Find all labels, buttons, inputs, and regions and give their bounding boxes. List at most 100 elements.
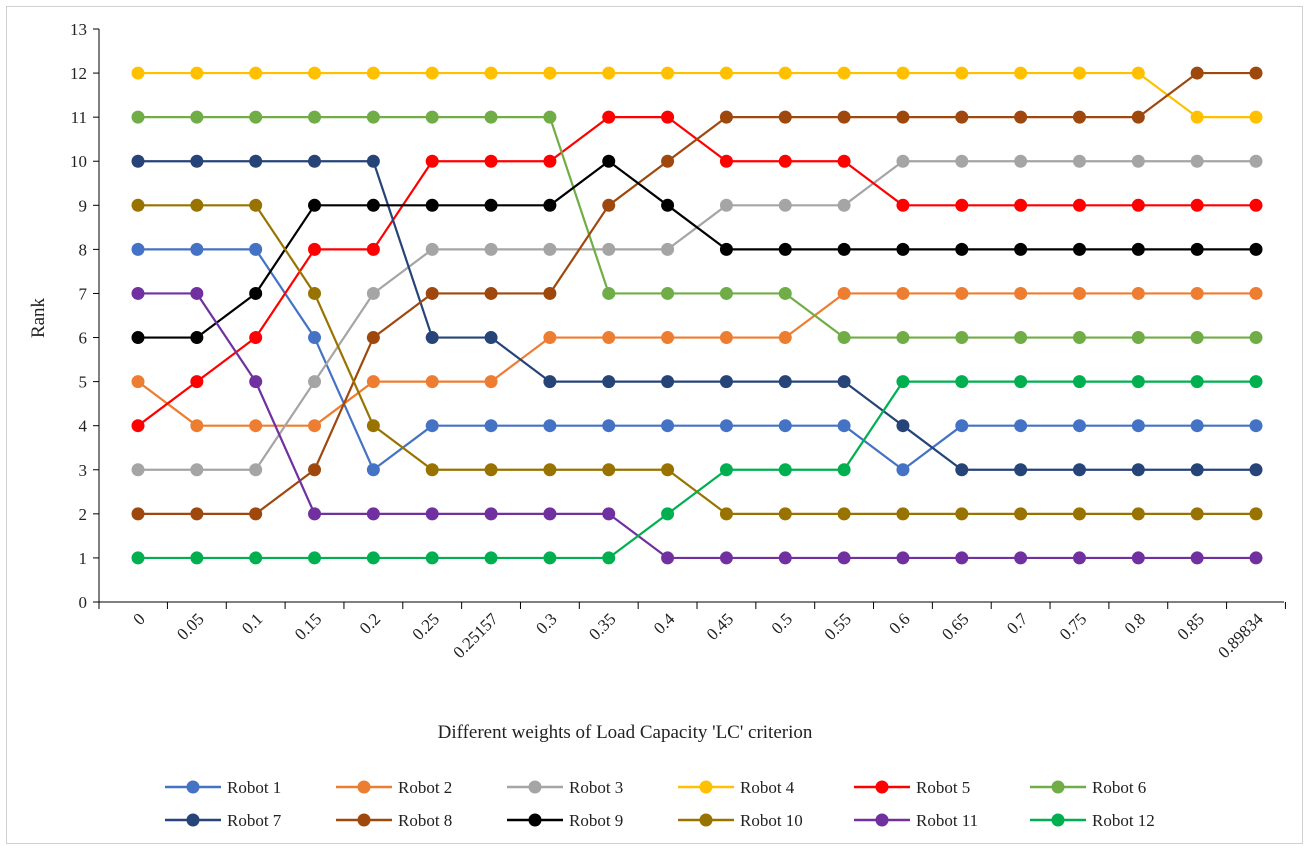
- data-point-robot-11: [190, 286, 204, 300]
- data-point-robot-4: [543, 66, 557, 80]
- data-point-robot-2: [661, 331, 675, 345]
- y-tick-label: 10: [70, 152, 87, 171]
- data-point-robot-5: [1190, 198, 1204, 212]
- legend-entry-robot-11: Robot 11: [854, 811, 978, 830]
- data-point-robot-9: [366, 198, 380, 212]
- data-point-robot-9: [249, 286, 263, 300]
- data-point-robot-6: [1072, 331, 1086, 345]
- series-line-robot-9: [138, 160, 1256, 339]
- legend-marker: [1051, 813, 1065, 827]
- data-point-robot-8: [955, 110, 969, 124]
- data-point-robot-9: [719, 242, 733, 256]
- data-point-robot-6: [1190, 331, 1204, 345]
- data-point-robot-11: [1131, 551, 1145, 565]
- data-point-robot-9: [837, 242, 851, 256]
- data-point-robot-11: [955, 551, 969, 565]
- data-point-robot-1: [896, 463, 910, 477]
- y-tick-label: 9: [79, 196, 88, 215]
- legend-entry-robot-5: Robot 5: [854, 778, 970, 797]
- x-tick-label: 0.55: [820, 609, 854, 643]
- data-point-robot-1: [1131, 419, 1145, 433]
- data-point-robot-5: [1072, 198, 1086, 212]
- y-tick-label: 3: [79, 461, 88, 480]
- data-point-robot-1: [778, 419, 792, 433]
- data-point-robot-11: [1249, 551, 1263, 565]
- data-point-robot-12: [896, 375, 910, 389]
- data-point-robot-6: [955, 331, 969, 345]
- legend-label: Robot 12: [1092, 811, 1155, 830]
- data-point-robot-12: [190, 551, 204, 565]
- data-point-robot-3: [896, 154, 910, 168]
- data-point-robot-2: [896, 286, 910, 300]
- data-point-robot-6: [308, 110, 322, 124]
- data-point-robot-11: [425, 507, 439, 521]
- data-point-robot-2: [190, 419, 204, 433]
- data-point-robot-12: [1190, 375, 1204, 389]
- x-tick-label: 0.35: [585, 609, 619, 643]
- series-line-robot-3: [138, 160, 1256, 471]
- data-point-robot-4: [1190, 110, 1204, 124]
- data-point-robot-8: [484, 286, 498, 300]
- legend-label: Robot 6: [1092, 778, 1146, 797]
- data-point-robot-5: [778, 154, 792, 168]
- data-point-robot-3: [249, 463, 263, 477]
- x-tick-label: 0.45: [703, 609, 737, 643]
- legend: Robot 1 Robot 2 Robot 3 Robot 4 Robot 5 Robot…: [165, 778, 1155, 830]
- data-point-robot-7: [366, 154, 380, 168]
- data-point-robot-7: [1131, 463, 1145, 477]
- data-point-robot-10: [131, 198, 145, 212]
- data-point-robot-9: [1014, 242, 1028, 256]
- data-point-robot-7: [1190, 463, 1204, 477]
- data-point-robot-5: [425, 154, 439, 168]
- data-point-robot-9: [955, 242, 969, 256]
- data-point-robot-2: [719, 331, 733, 345]
- data-point-robot-11: [661, 551, 675, 565]
- data-point-robot-10: [837, 507, 851, 521]
- data-point-robot-5: [190, 375, 204, 389]
- series-line-robot-12: [138, 380, 1256, 560]
- data-point-robot-5: [484, 154, 498, 168]
- data-point-robot-2: [1131, 286, 1145, 300]
- data-point-robot-7: [837, 375, 851, 389]
- data-point-robot-4: [1249, 110, 1263, 124]
- x-tick-label: 0.4: [650, 609, 679, 638]
- data-point-robot-10: [661, 463, 675, 477]
- data-point-robot-12: [249, 551, 263, 565]
- legend-marker: [528, 780, 542, 794]
- data-point-robot-9: [1190, 242, 1204, 256]
- data-point-robot-4: [131, 66, 145, 80]
- data-point-robot-6: [366, 110, 380, 124]
- data-point-robot-12: [131, 551, 145, 565]
- data-point-robot-1: [1190, 419, 1204, 433]
- data-point-robot-6: [484, 110, 498, 124]
- data-point-robot-2: [1190, 286, 1204, 300]
- data-point-robot-3: [1249, 154, 1263, 168]
- data-point-robot-8: [425, 286, 439, 300]
- x-tick-label: 0.6: [885, 609, 913, 637]
- legend-marker: [357, 780, 371, 794]
- data-point-robot-6: [131, 110, 145, 124]
- data-point-robot-9: [1072, 242, 1086, 256]
- data-point-robot-11: [308, 507, 322, 521]
- data-point-robot-10: [543, 463, 557, 477]
- data-point-robot-3: [1131, 154, 1145, 168]
- data-point-robot-8: [1072, 110, 1086, 124]
- legend-marker: [875, 780, 889, 794]
- data-point-robot-10: [1072, 507, 1086, 521]
- x-tick-label: 0.2: [356, 609, 384, 637]
- data-point-robot-10: [308, 286, 322, 300]
- data-point-robot-12: [955, 375, 969, 389]
- data-point-robot-1: [308, 331, 322, 345]
- data-point-robot-12: [543, 551, 557, 565]
- data-point-robot-7: [131, 154, 145, 168]
- data-point-robot-8: [543, 286, 557, 300]
- data-point-robot-9: [661, 198, 675, 212]
- data-point-robot-4: [719, 66, 733, 80]
- data-point-robot-1: [719, 419, 733, 433]
- data-point-robot-10: [1190, 507, 1204, 521]
- data-point-robot-10: [425, 463, 439, 477]
- data-point-robot-9: [308, 198, 322, 212]
- data-point-robot-11: [131, 286, 145, 300]
- data-point-robot-1: [249, 242, 263, 256]
- data-point-robot-1: [131, 242, 145, 256]
